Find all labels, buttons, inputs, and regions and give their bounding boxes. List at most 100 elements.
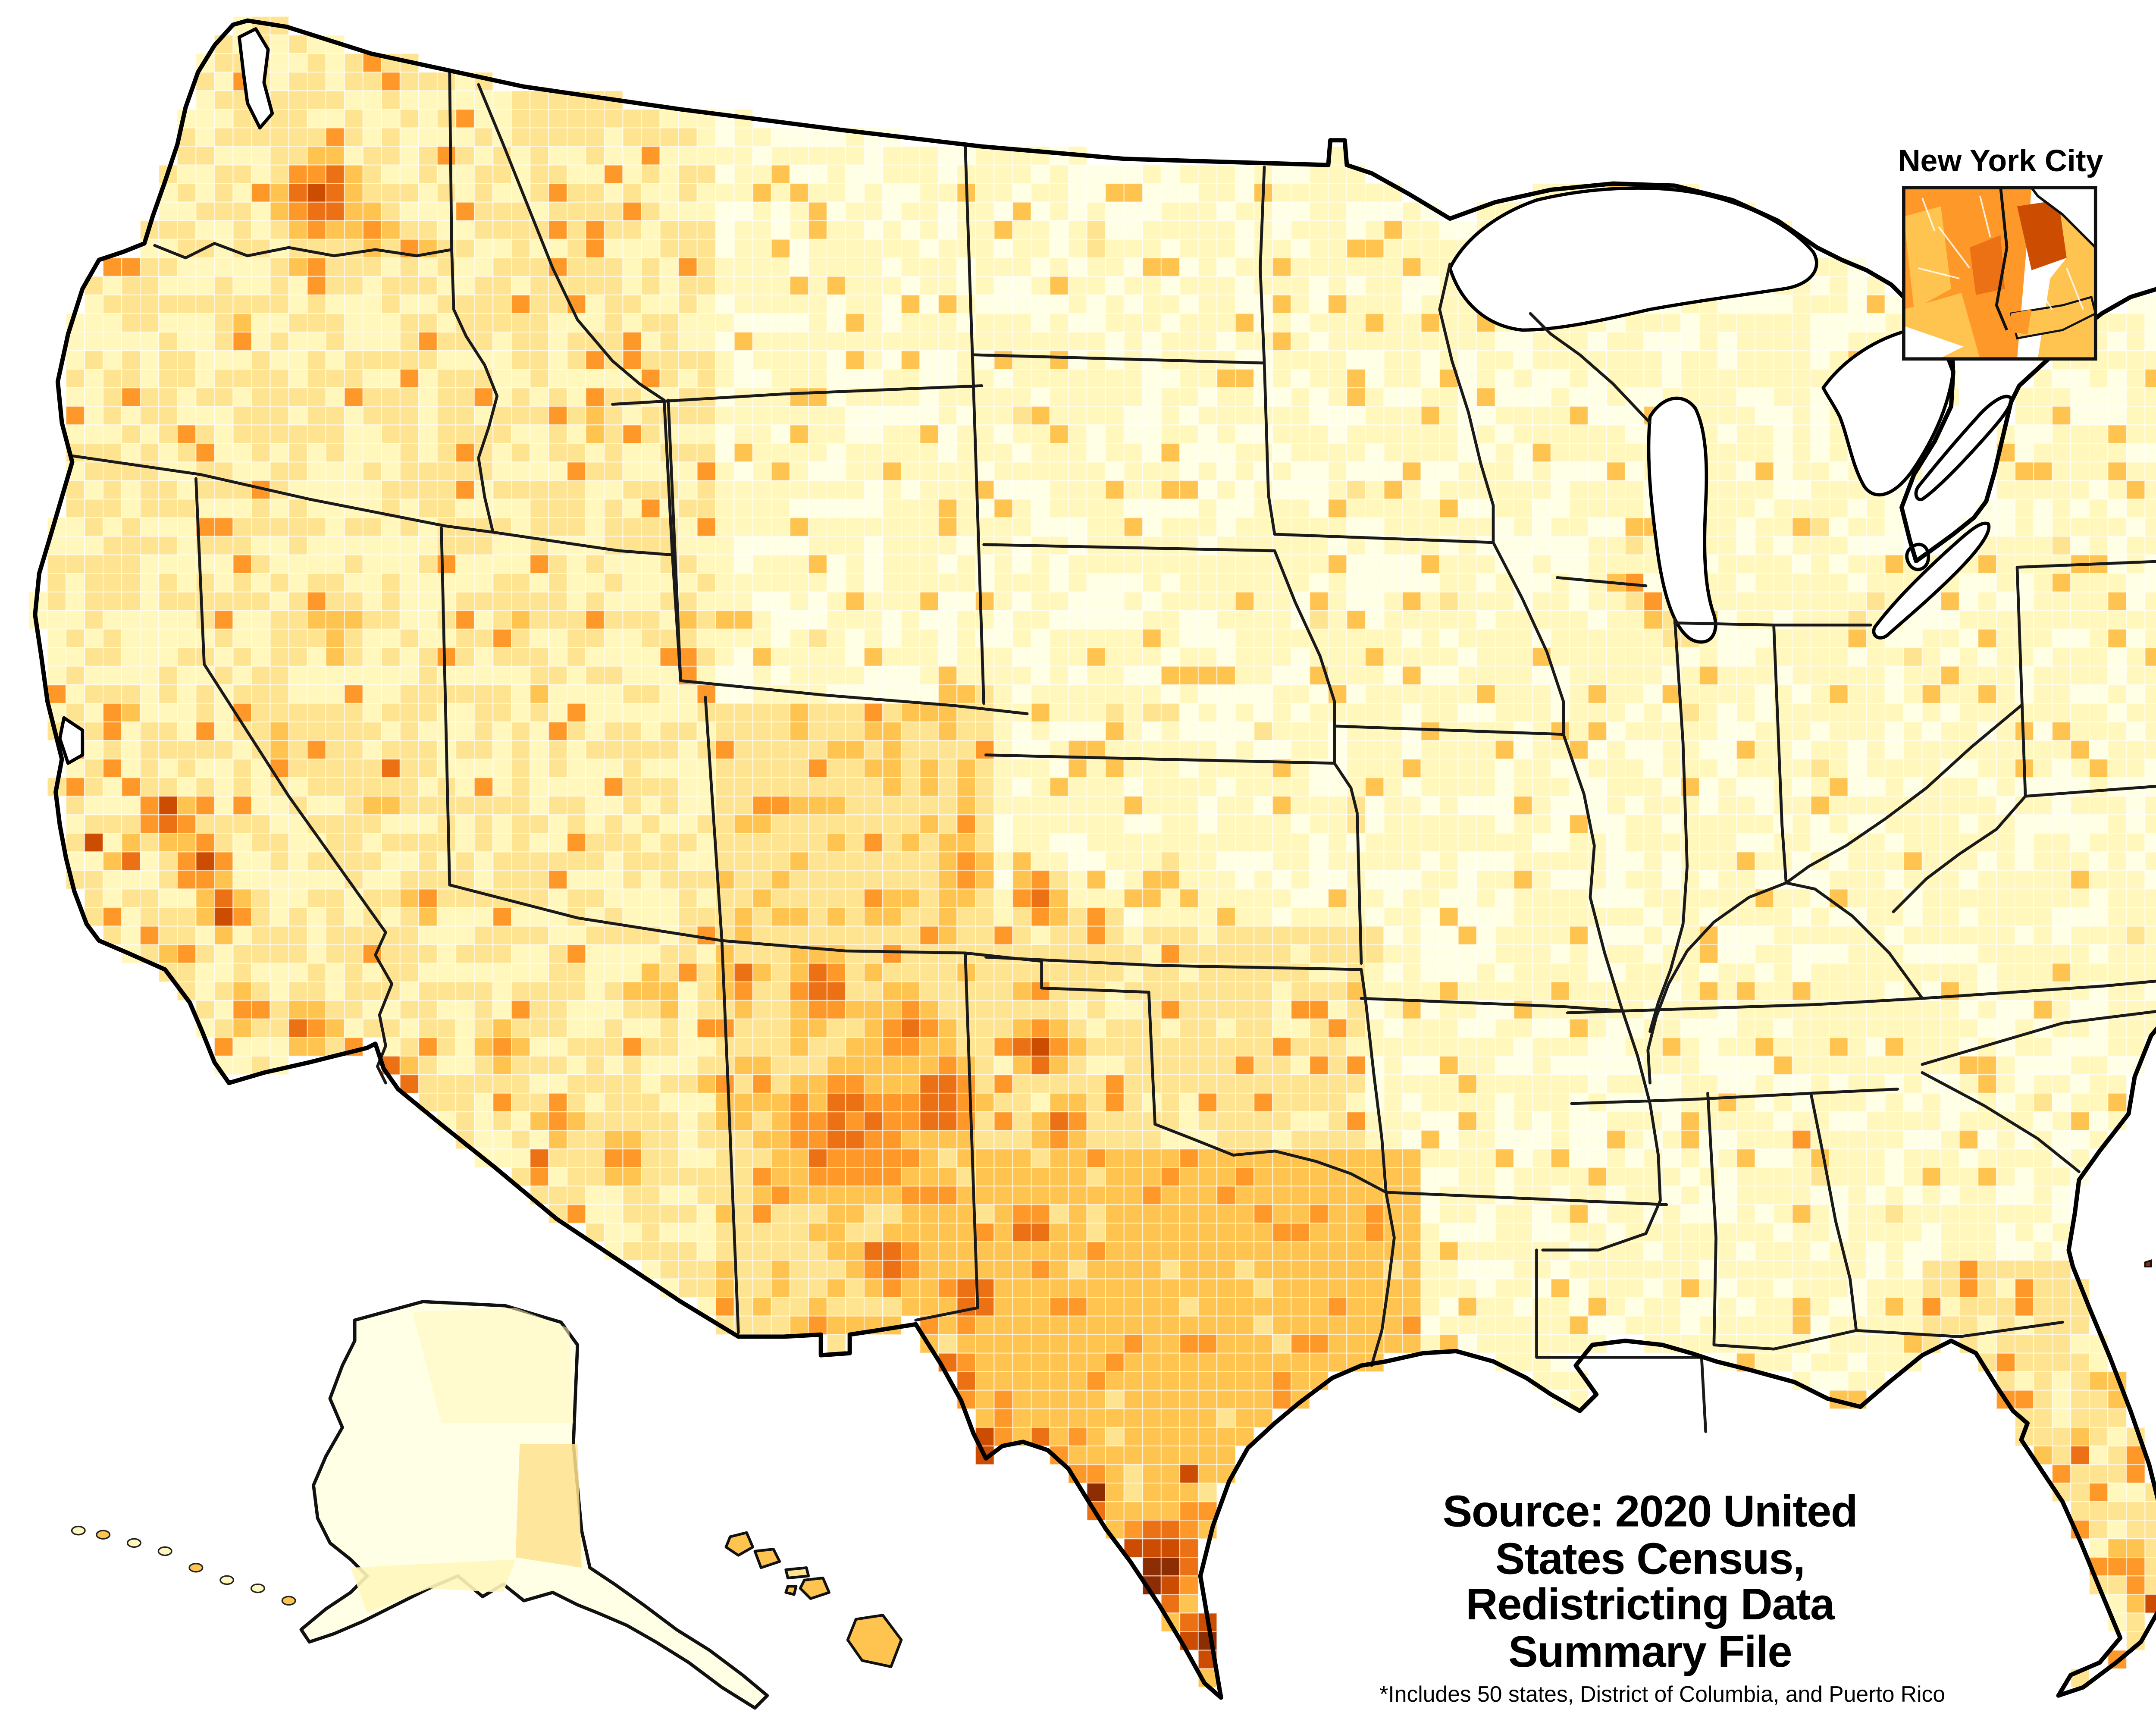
county-cell bbox=[1383, 350, 1403, 370]
county-cell bbox=[901, 164, 921, 184]
county-cell bbox=[641, 1018, 661, 1038]
county-cell bbox=[1086, 925, 1106, 945]
county-cell bbox=[1272, 350, 1292, 370]
county-cell bbox=[418, 628, 438, 649]
county-cell bbox=[808, 127, 828, 147]
county-cell bbox=[325, 72, 345, 91]
county-cell bbox=[492, 201, 512, 221]
county-cell bbox=[158, 276, 178, 296]
county-cell bbox=[195, 127, 215, 147]
county-cell bbox=[1402, 1334, 1422, 1354]
county-cell bbox=[1495, 703, 1515, 723]
county-cell bbox=[938, 1000, 958, 1020]
county-cell bbox=[381, 684, 401, 704]
county-cell bbox=[1105, 1427, 1125, 1447]
county-cell bbox=[808, 628, 828, 649]
county-cell bbox=[1031, 443, 1050, 463]
county-cell bbox=[1068, 1334, 1087, 1354]
county-cell bbox=[1049, 1129, 1069, 1150]
county-cell bbox=[158, 313, 178, 333]
county-cell bbox=[399, 888, 420, 908]
county-cell bbox=[901, 981, 921, 1001]
county-cell bbox=[548, 554, 568, 574]
county-cell bbox=[789, 1204, 809, 1224]
county-cell bbox=[622, 981, 642, 1001]
county-cell bbox=[325, 944, 345, 964]
county-cell bbox=[251, 276, 271, 296]
county-cell bbox=[826, 146, 846, 166]
county-cell bbox=[919, 536, 939, 555]
county-cell bbox=[1031, 814, 1050, 834]
county-cell bbox=[1291, 313, 1310, 333]
county-cell bbox=[1495, 814, 1515, 834]
county-cell bbox=[1272, 1371, 1292, 1391]
county-cell bbox=[771, 443, 791, 463]
county-cell bbox=[548, 721, 568, 741]
county-cell bbox=[622, 554, 642, 574]
county-cell bbox=[530, 647, 549, 667]
county-cell bbox=[1160, 1055, 1181, 1076]
county-cell bbox=[1328, 907, 1348, 927]
county-cell bbox=[1123, 1018, 1144, 1038]
county-cell bbox=[1420, 870, 1440, 890]
county-cell bbox=[1253, 1260, 1273, 1280]
county-cell bbox=[1179, 1408, 1199, 1428]
county-cell bbox=[455, 981, 475, 1001]
county-cell bbox=[733, 461, 754, 481]
county-cell bbox=[604, 499, 624, 518]
county-cell bbox=[678, 517, 698, 537]
county-cell bbox=[65, 368, 85, 389]
county-cell bbox=[845, 1241, 865, 1261]
county-cell bbox=[938, 1055, 958, 1076]
county-cell bbox=[1031, 721, 1050, 741]
county-cell bbox=[1179, 1315, 1199, 1335]
county-cell bbox=[362, 573, 382, 593]
county-cell bbox=[455, 777, 475, 797]
county-cell bbox=[1197, 628, 1218, 649]
county-cell bbox=[1068, 963, 1087, 982]
county-cell bbox=[1049, 1092, 1069, 1113]
county-cell bbox=[1179, 944, 1199, 964]
county-cell bbox=[1031, 907, 1050, 927]
county-cell bbox=[845, 759, 865, 778]
county-cell bbox=[1235, 276, 1255, 296]
county-cell bbox=[530, 443, 549, 463]
county-cell bbox=[771, 721, 791, 741]
county-cell bbox=[882, 759, 902, 778]
county-cell bbox=[1068, 610, 1087, 630]
county-cell bbox=[1049, 164, 1069, 184]
county-cell bbox=[362, 276, 382, 296]
county-cell bbox=[1457, 313, 1477, 333]
county-cell bbox=[882, 740, 902, 760]
county-cell bbox=[214, 183, 234, 203]
county-cell bbox=[585, 1037, 605, 1057]
county-cell bbox=[1197, 1223, 1218, 1242]
county-cell bbox=[232, 759, 252, 778]
county-cell bbox=[1513, 1037, 1533, 1057]
county-cell bbox=[84, 480, 104, 500]
county-cell bbox=[214, 164, 234, 184]
county-cell bbox=[659, 870, 679, 890]
county-cell bbox=[158, 833, 178, 853]
county-cell bbox=[1235, 1297, 1255, 1317]
county-cell bbox=[1105, 1111, 1125, 1131]
county-cell bbox=[1476, 1148, 1496, 1168]
county-cell bbox=[344, 703, 364, 723]
county-cell bbox=[1068, 554, 1087, 574]
county-cell bbox=[455, 1055, 475, 1076]
county-cell bbox=[455, 684, 475, 704]
county-cell bbox=[232, 406, 252, 426]
county-cell bbox=[1235, 1074, 1255, 1094]
county-cell bbox=[1068, 1111, 1087, 1131]
county-cell bbox=[863, 907, 884, 927]
county-cell bbox=[975, 1315, 995, 1335]
county-cell bbox=[1328, 201, 1348, 221]
county-cell bbox=[1197, 238, 1218, 259]
county-cell bbox=[548, 517, 568, 537]
county-cell bbox=[1346, 368, 1366, 389]
county-cell bbox=[752, 276, 772, 296]
county-cell bbox=[1197, 461, 1218, 481]
county-cell bbox=[659, 703, 679, 723]
county-cell bbox=[1105, 740, 1125, 760]
